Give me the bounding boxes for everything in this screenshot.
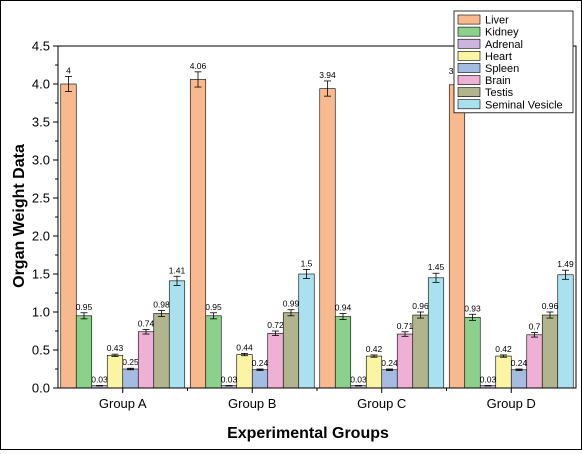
y-tick-label: 0.0 — [32, 381, 50, 396]
bar-liver-2 — [319, 88, 336, 389]
data-label: 3.94 — [319, 70, 336, 80]
data-label: 4 — [66, 65, 71, 75]
data-label: 0.03 — [350, 374, 367, 384]
bar-kidney-1 — [205, 315, 222, 389]
x-tick-label: Group A — [99, 396, 147, 411]
data-label: 0.7 — [529, 322, 541, 332]
data-label: 0.98 — [153, 299, 170, 309]
legend-swatch — [457, 14, 481, 25]
legend-entry: Brain — [485, 75, 511, 87]
data-label: 0.95 — [76, 302, 93, 312]
legend-entry: Spleen — [485, 63, 519, 75]
x-tick-label: Group C — [357, 396, 406, 411]
data-label: 0.24 — [381, 358, 398, 368]
bar-seminal-vesicle-3 — [557, 274, 574, 389]
data-label: 0.25 — [122, 357, 139, 367]
bar-testis-2 — [412, 314, 429, 389]
data-label: 0.03 — [480, 374, 497, 384]
data-label: 0.24 — [511, 358, 528, 368]
data-label: 0.44 — [236, 342, 253, 352]
bar-spleen-3 — [510, 369, 528, 389]
data-label: 0.43 — [107, 343, 124, 353]
bar-heart-2 — [365, 355, 383, 389]
legend-swatch — [457, 99, 481, 110]
data-label: 0.96 — [542, 301, 559, 311]
y-tick-label: 1.0 — [32, 305, 50, 320]
bar-spleen-1 — [251, 369, 269, 389]
legend-swatch — [457, 63, 481, 73]
data-label: 1.49 — [557, 259, 574, 269]
axes-layer: 0.0 0.5 1.0 1.5 2.0 2.5 3.0 3.5 4.0 4.5 Group A Gro… — [32, 39, 577, 411]
data-label: 0.03 — [221, 374, 238, 384]
legend-entry: Adrenal — [485, 39, 523, 51]
y-tick-label: 1.5 — [32, 267, 50, 282]
data-label: 0.74 — [138, 318, 155, 328]
data-label: 0.72 — [267, 320, 284, 330]
legend-entry: Testis — [485, 87, 514, 99]
y-tick-label: 3.5 — [32, 115, 50, 130]
bar-heart-1 — [236, 354, 253, 389]
bar-brain-1 — [267, 332, 284, 389]
bar-kidney-3 — [464, 317, 481, 389]
bar-spleen-2 — [381, 369, 398, 389]
legend-swatch — [457, 87, 481, 97]
bar-liver-0 — [60, 83, 77, 389]
bar-liver-1 — [189, 79, 207, 389]
data-label: 0.99 — [283, 299, 300, 309]
bar-heart-3 — [495, 355, 512, 389]
x-tick-label: Group B — [228, 396, 276, 411]
data-label: 0.71 — [397, 321, 414, 331]
y-tick-label: 3.0 — [32, 153, 50, 168]
bar-spleen-0 — [122, 368, 139, 389]
bar-kidney-2 — [334, 316, 352, 389]
legend-swatch — [457, 50, 481, 61]
y-tick-label: 4.0 — [32, 77, 50, 92]
bars-layer: 4 0.95 0.03 0.43 0.25 0.74 0.98 1.41 4.06 0.95 0.0… — [60, 61, 574, 389]
data-label: 0.42 — [495, 344, 512, 354]
data-label: 1.45 — [428, 262, 445, 272]
bar-brain-2 — [396, 333, 414, 389]
data-label: 0.24 — [252, 358, 269, 368]
y-tick-label: 0.5 — [32, 343, 50, 358]
bar-brain-3 — [526, 334, 543, 389]
data-label: 0.93 — [464, 303, 481, 313]
data-label: 0.03 — [91, 374, 108, 384]
data-label: 1.5 — [301, 258, 313, 268]
bar-seminal-vesicle-1 — [298, 273, 315, 389]
bar-testis-3 — [541, 314, 559, 389]
legend-entry: Heart — [485, 51, 512, 63]
y-tick-label: 2.0 — [32, 229, 50, 244]
y-axis-title: Organ Weight Data — [11, 144, 28, 288]
legend-entry: Seminal Vesicle — [485, 99, 563, 111]
y-tick-label: 4.5 — [32, 39, 50, 54]
data-label: 0.95 — [205, 302, 222, 312]
legend-swatch — [457, 26, 481, 37]
bar-testis-1 — [282, 312, 300, 389]
bar-liver-3 — [448, 84, 466, 389]
legend: LiverKidneyAdrenalHeartSpleenBrainTestis… — [453, 10, 574, 114]
x-axis-title: Experimental Groups — [227, 425, 389, 442]
bar-seminal-vesicle-0 — [168, 280, 186, 389]
y-tick-label: 2.5 — [32, 191, 50, 206]
data-label: 4.06 — [190, 61, 207, 71]
bar-seminal-vesicle-2 — [427, 277, 445, 389]
data-label: 0.42 — [366, 344, 383, 354]
bar-brain-0 — [137, 331, 155, 389]
data-label: 0.94 — [335, 303, 352, 313]
bar-testis-0 — [153, 313, 170, 389]
legend-entry: Liver — [485, 15, 509, 27]
bar-kidney-0 — [75, 315, 93, 389]
legend-entry: Kidney — [485, 27, 519, 39]
legend-swatch — [457, 38, 481, 49]
data-label: 0.96 — [412, 301, 429, 311]
bar-heart-0 — [106, 355, 124, 389]
data-label: 1.41 — [169, 265, 186, 275]
x-tick-label: Group D — [487, 396, 536, 411]
legend-swatch — [457, 75, 481, 85]
